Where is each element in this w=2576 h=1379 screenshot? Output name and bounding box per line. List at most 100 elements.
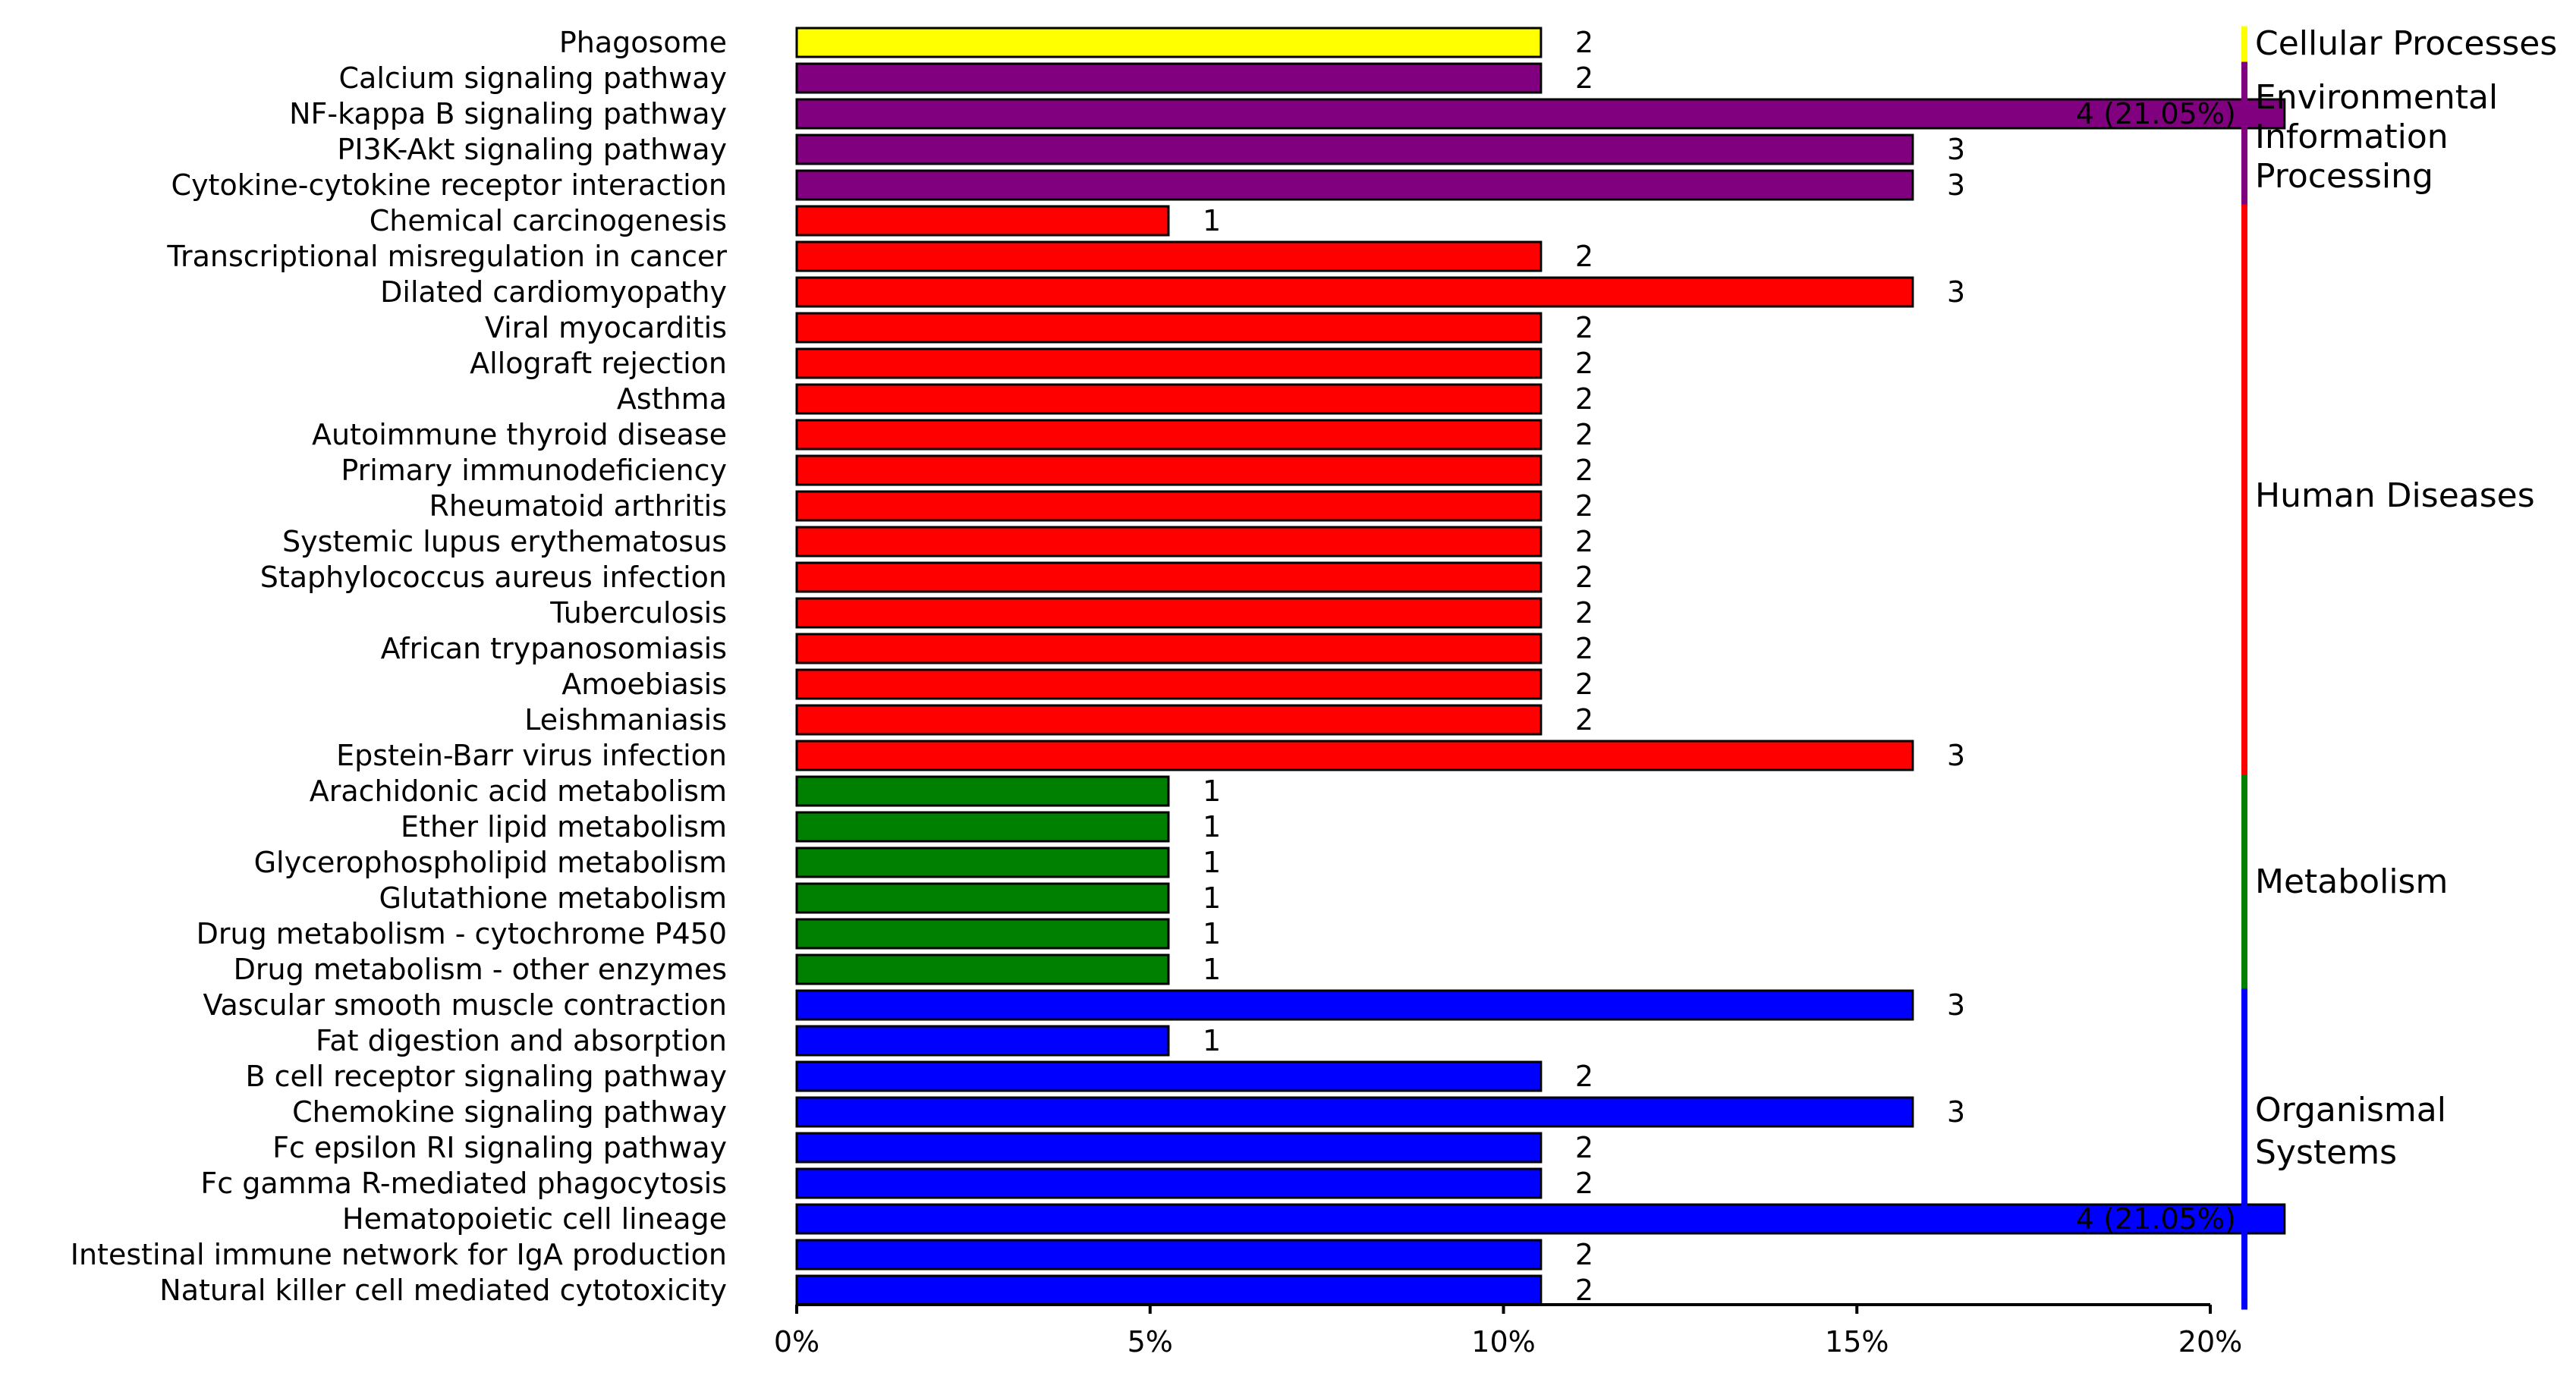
bar xyxy=(795,526,1543,558)
bar xyxy=(795,1132,1543,1164)
value-labels-layer: 224 (21.05%)3312322222222222231111113123… xyxy=(1203,26,2236,1307)
bar xyxy=(795,383,1543,415)
category-label: Leishmaniasis xyxy=(524,703,727,737)
category-label: African trypanosomiasis xyxy=(381,632,727,665)
x-tick-label: 10% xyxy=(1471,1325,1535,1359)
group-label: Processing xyxy=(2255,157,2433,196)
value-label: 1 xyxy=(1203,1024,1221,1057)
category-label: Amoebiasis xyxy=(561,668,727,701)
bar xyxy=(795,276,1914,308)
bar xyxy=(795,668,1543,700)
value-label: 1 xyxy=(1203,917,1221,950)
bar xyxy=(795,1096,1914,1128)
bar xyxy=(795,847,1170,878)
x-tick-label: 0% xyxy=(774,1325,819,1359)
category-label: Fc gamma R-mediated phagocytosis xyxy=(200,1167,727,1200)
bar xyxy=(795,1239,1543,1271)
category-label: Staphylococcus aureus infection xyxy=(260,561,727,594)
value-label: 3 xyxy=(1947,133,1965,166)
category-label: Dilated cardiomyopathy xyxy=(380,275,727,309)
value-label: 2 xyxy=(1575,240,1593,273)
x-tick-label: 20% xyxy=(2178,1325,2242,1359)
value-label: 2 xyxy=(1575,489,1593,523)
category-label: Cytokine-cytokine receptor interaction xyxy=(171,168,727,202)
category-label: Fat digestion and absorption xyxy=(316,1024,727,1057)
bar xyxy=(795,811,1170,843)
bar xyxy=(795,240,1543,272)
value-label: 1 xyxy=(1203,846,1221,879)
category-label: Allograft rejection xyxy=(470,347,727,380)
category-label: Phagosome xyxy=(559,26,727,59)
bar xyxy=(795,1167,1543,1199)
category-label: Calcium signaling pathway xyxy=(339,61,728,95)
bar xyxy=(795,312,1543,344)
bar xyxy=(795,740,1914,771)
value-label: 2 xyxy=(1575,26,1593,59)
category-label: Tuberculosis xyxy=(549,596,727,630)
bar xyxy=(795,347,1543,379)
bar xyxy=(795,1060,1543,1092)
value-label: 1 xyxy=(1203,204,1221,237)
value-label: 2 xyxy=(1575,668,1593,701)
value-label: 2 xyxy=(1575,1167,1593,1200)
category-label: Systemic lupus erythematosus xyxy=(282,525,727,558)
category-label: Glutathione metabolism xyxy=(379,881,728,915)
category-label: Asthma xyxy=(617,382,727,416)
category-label: Autoimmune thyroid disease xyxy=(312,418,727,451)
bar xyxy=(795,918,1170,950)
bar xyxy=(795,27,1543,58)
value-label: 2 xyxy=(1575,61,1593,95)
bar xyxy=(795,775,1170,807)
category-label: Hematopoietic cell lineage xyxy=(342,1202,727,1236)
value-label: 2 xyxy=(1575,418,1593,451)
value-label: 2 xyxy=(1575,347,1593,380)
bars-layer xyxy=(795,27,2286,1306)
value-label: 2 xyxy=(1575,454,1593,487)
value-label: 2 xyxy=(1575,1238,1593,1271)
category-label: Viral myocarditis xyxy=(485,311,727,344)
value-label: 2 xyxy=(1575,311,1593,344)
value-label: 2 xyxy=(1575,703,1593,737)
group-label: Systems xyxy=(2255,1133,2397,1172)
category-label: Natural killer cell mediated cytotoxicit… xyxy=(159,1274,727,1307)
group-label: Information xyxy=(2255,118,2449,156)
value-label: 3 xyxy=(1947,739,1965,772)
bar xyxy=(795,561,1543,593)
category-label: Rheumatoid arthritis xyxy=(429,489,728,523)
category-label: Drug metabolism - other enzymes xyxy=(234,953,727,986)
value-label: 2 xyxy=(1575,561,1593,594)
bar xyxy=(795,597,1543,629)
value-label: 3 xyxy=(1947,1095,1965,1129)
value-label: 3 xyxy=(1947,168,1965,202)
bar xyxy=(795,953,1170,985)
value-label: 2 xyxy=(1575,596,1593,630)
group-label: Human Diseases xyxy=(2255,476,2535,515)
bar xyxy=(795,205,1170,237)
category-label: Chemical carcinogenesis xyxy=(370,204,727,237)
category-label: Chemokine signaling pathway xyxy=(292,1095,727,1129)
category-label: Fc epsilon RI signaling pathway xyxy=(272,1131,727,1164)
x-axis: 0% 5% 10% 15% 20% xyxy=(774,1303,2242,1359)
category-label: Drug metabolism - cytochrome P450 xyxy=(197,917,727,950)
x-tick-label: 5% xyxy=(1128,1325,1173,1359)
category-label: NF-kappa B signaling pathway xyxy=(289,97,727,130)
bar xyxy=(795,1203,2286,1235)
value-label: 1 xyxy=(1203,810,1221,843)
bar xyxy=(795,1025,1170,1057)
bar xyxy=(795,169,1914,201)
value-label: 1 xyxy=(1203,881,1221,915)
value-label: 1 xyxy=(1203,774,1221,808)
bar xyxy=(795,98,2286,130)
category-label: B cell receptor signaling pathway xyxy=(245,1060,727,1093)
x-tick-label: 15% xyxy=(1825,1325,1889,1359)
bar xyxy=(795,490,1543,522)
bar xyxy=(795,419,1543,451)
bar xyxy=(795,134,1914,165)
category-label: Arachidonic acid metabolism xyxy=(310,774,727,808)
value-label: 4 (21.05%) xyxy=(2076,97,2236,130)
value-label: 2 xyxy=(1575,1131,1593,1164)
category-label: Vascular smooth muscle contraction xyxy=(203,988,727,1022)
group-label: Organismal xyxy=(2255,1091,2446,1129)
value-label: 1 xyxy=(1203,953,1221,986)
